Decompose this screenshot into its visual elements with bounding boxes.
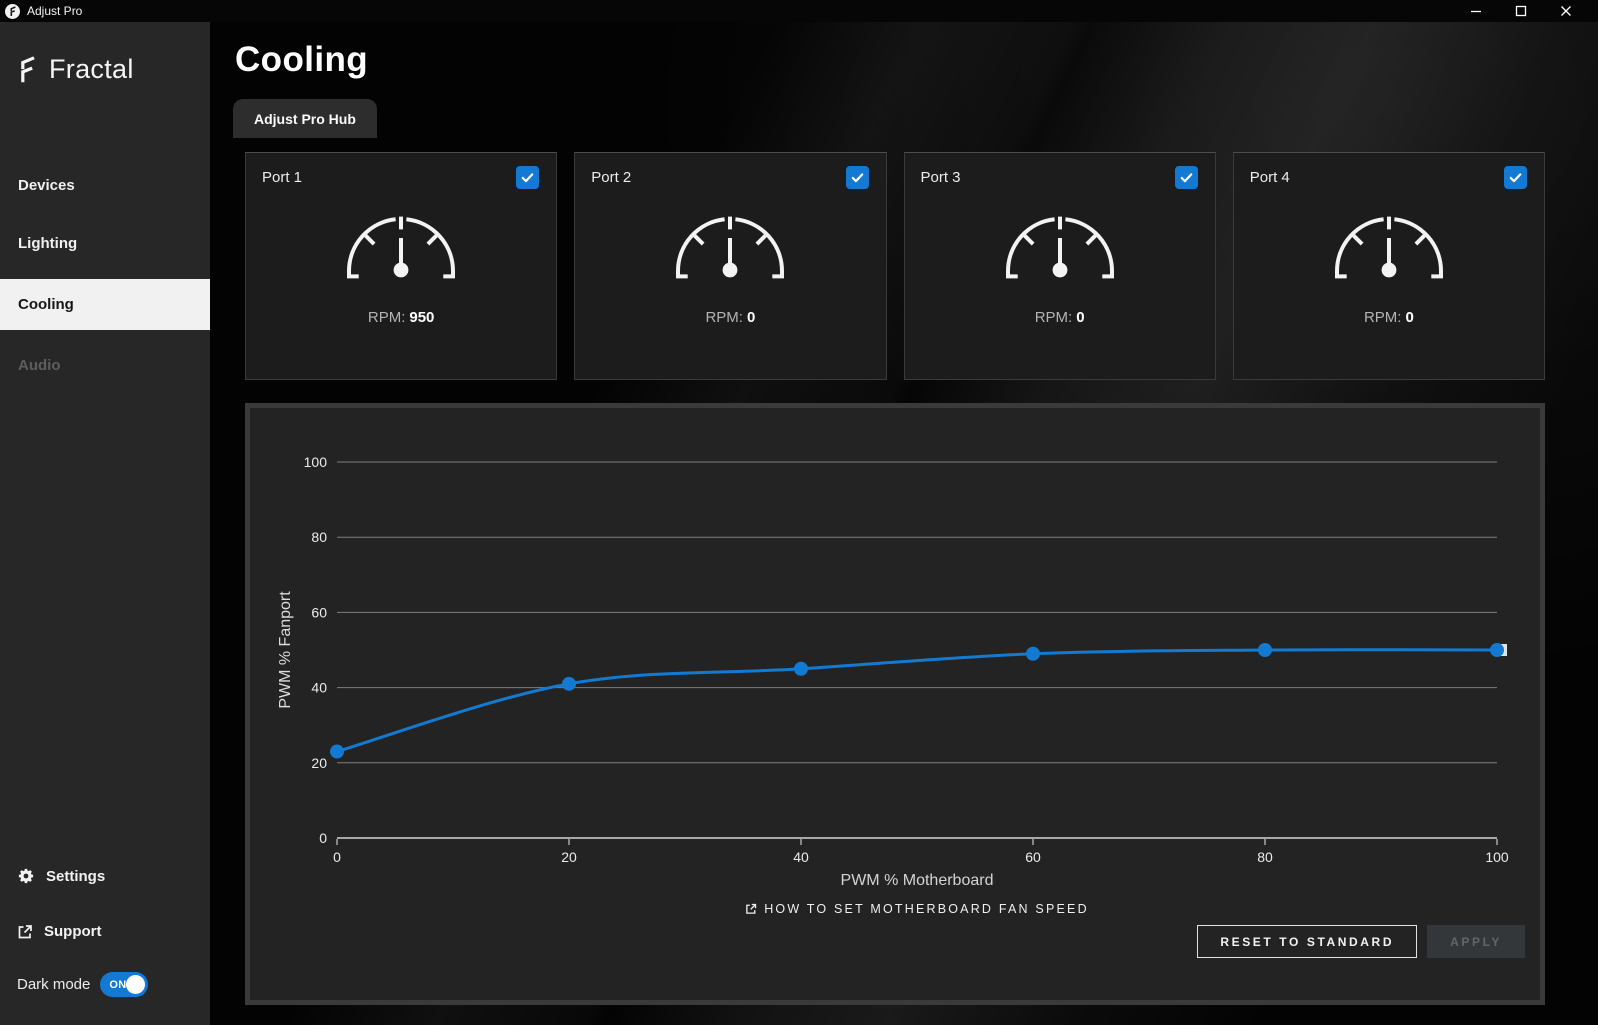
x-tick-label: 20 <box>561 849 577 865</box>
y-tick-label: 40 <box>311 680 327 696</box>
minimize-icon[interactable] <box>1453 0 1498 22</box>
curve-point-handle[interactable] <box>562 676 576 691</box>
rpm-readout: RPM: 0 <box>705 309 755 326</box>
port-label: Port 2 <box>591 169 632 186</box>
curve-point-handle[interactable] <box>330 744 344 759</box>
panel-buttons: RESET TO STANDARD APPLY <box>1197 925 1525 958</box>
sidebar-item-cooling[interactable]: Cooling <box>0 279 210 330</box>
checkmark-icon <box>521 173 534 183</box>
sidebar-nav: Devices Lighting Cooling Audio <box>0 163 210 401</box>
port-enabled-checkbox[interactable] <box>1504 166 1527 189</box>
fan-curve-line <box>336 648 1498 753</box>
brand-name: Fractal <box>49 54 134 84</box>
y-tick-label: 60 <box>311 604 327 620</box>
port-enabled-checkbox[interactable] <box>1174 166 1198 189</box>
rpm-value: 0 <box>1405 309 1414 326</box>
support-label: Support <box>44 923 102 940</box>
gear-icon <box>17 867 35 885</box>
port-card-header: Port 2 <box>575 153 885 189</box>
fractal-logo-icon <box>17 55 38 85</box>
y-tick-label: 100 <box>304 454 328 470</box>
port-label: Port 3 <box>920 169 961 186</box>
external-link-icon <box>17 924 33 940</box>
rpm-readout: RPM: 950 <box>368 309 435 326</box>
window-title: Adjust Pro <box>27 4 83 18</box>
checkmark-icon <box>851 173 863 183</box>
rpm-readout: RPM: 0 <box>1035 309 1085 326</box>
speedometer-gauge-icon <box>676 216 785 279</box>
port-label: Port 4 <box>1249 169 1290 186</box>
fan-curve-panel: 0 20 40 60 80 100 0 20 40 60 80 100 PWM % Fanport PW… <box>245 403 1545 1005</box>
port-cards: Port 1 RPM: 950 Port 2 <box>245 152 1545 380</box>
x-tick-label: 0 <box>333 849 341 865</box>
speedometer-gauge-icon <box>1005 216 1114 279</box>
dark-mode-row: Dark mode ON <box>17 972 210 997</box>
support-button[interactable]: Support <box>17 923 210 940</box>
x-tick-label: 100 <box>1485 849 1509 865</box>
rpm-value: 0 <box>746 309 756 326</box>
y-tick-label: 0 <box>319 830 327 846</box>
rpm-value: 950 <box>409 309 435 326</box>
maximize-icon[interactable] <box>1498 0 1543 22</box>
y-tick-label: 80 <box>311 529 327 545</box>
speedometer-gauge-icon <box>1334 216 1443 279</box>
page-title: Cooling <box>235 40 369 79</box>
app-logo-icon <box>5 3 20 19</box>
y-tick-label: 20 <box>311 755 327 771</box>
checkmark-icon <box>1509 173 1522 183</box>
port-card-header: Port 1 <box>246 153 556 189</box>
dark-mode-label: Dark mode <box>17 976 91 993</box>
sidebar-bottom: Settings Support Dark mode ON <box>0 867 210 1025</box>
sidebar-item-audio: Audio <box>18 357 61 374</box>
dark-mode-toggle[interactable]: ON <box>100 972 149 997</box>
rpm-label: RPM: <box>705 309 743 326</box>
curve-point-handle[interactable] <box>1490 643 1504 657</box>
curve-point-handle[interactable] <box>1258 643 1272 657</box>
reset-to-standard-button[interactable]: RESET TO STANDARD <box>1197 925 1418 958</box>
port-card-3: Port 3 RPM: 0 <box>903 152 1216 380</box>
main-content: Cooling Adjust Pro Hub Port 1 <box>210 22 1598 1025</box>
curve-point-handle[interactable] <box>1026 646 1040 661</box>
apply-button: APPLY <box>1427 925 1525 958</box>
motherboard-fan-speed-help-link[interactable]: HOW TO SET MOTHERBOARD FAN SPEED <box>337 902 1497 916</box>
help-link-label: HOW TO SET MOTHERBOARD FAN SPEED <box>764 902 1089 916</box>
rpm-label: RPM: <box>1034 309 1073 326</box>
port-card-header: Port 3 <box>905 153 1215 189</box>
x-tick-label: 40 <box>793 849 809 865</box>
checkmark-icon <box>1180 173 1193 183</box>
rpm-label: RPM: <box>367 309 406 326</box>
port-enabled-checkbox[interactable] <box>845 166 869 189</box>
rpm-label: RPM: <box>1363 309 1402 326</box>
y-axis-title: PWM % Fanport <box>277 591 294 709</box>
settings-button[interactable]: Settings <box>17 867 210 885</box>
speedometer-gauge-icon <box>347 216 456 279</box>
curve-point-handle[interactable] <box>794 661 808 676</box>
sidebar: Fractal Devices Lighting Cooling Audio S… <box>0 22 210 1025</box>
x-tick-label: 60 <box>1025 849 1041 865</box>
window-controls <box>1453 0 1598 22</box>
x-tick-label: 80 <box>1257 849 1273 865</box>
sidebar-item-devices[interactable]: Devices <box>18 177 75 194</box>
port-card-4: Port 4 RPM: 0 <box>1232 152 1545 380</box>
titlebar: Adjust Pro <box>0 0 1598 22</box>
dark-mode-state: ON <box>109 978 127 991</box>
port-card-header: Port 4 <box>1234 153 1544 189</box>
x-axis-title: PWM % Motherboard <box>840 872 994 889</box>
settings-label: Settings <box>46 867 106 885</box>
port-label: Port 1 <box>262 169 303 186</box>
toggle-knob <box>126 975 146 994</box>
port-card-1: Port 1 RPM: 950 <box>245 152 558 380</box>
rpm-readout: RPM: 0 <box>1364 309 1414 326</box>
port-enabled-checkbox[interactable] <box>516 166 540 189</box>
pwm-curve-chart[interactable]: 0 20 40 60 80 100 0 20 40 60 80 100 PWM % Fanport <box>250 408 1540 878</box>
close-icon[interactable] <box>1543 0 1588 22</box>
port-card-2: Port 2 RPM: 0 <box>574 152 887 380</box>
tab-adjust-pro-hub[interactable]: Adjust Pro Hub <box>233 99 377 138</box>
brand: Fractal <box>0 22 210 85</box>
rpm-value: 0 <box>1076 309 1085 326</box>
sidebar-item-lighting[interactable]: Lighting <box>18 235 78 252</box>
external-link-icon <box>745 903 757 915</box>
